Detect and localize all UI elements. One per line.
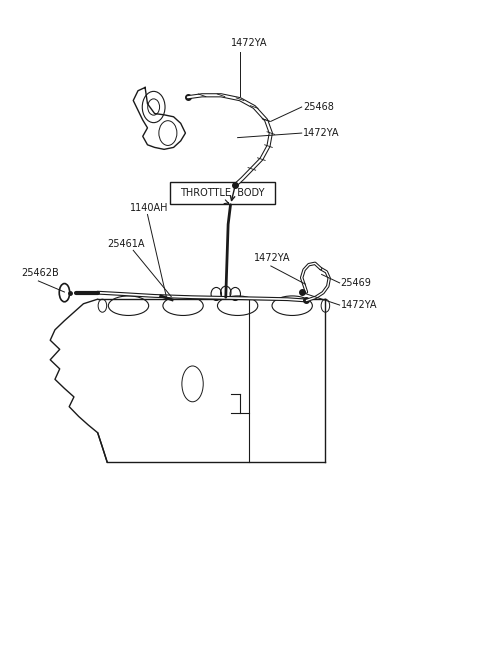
- Text: 25462B: 25462B: [21, 267, 59, 278]
- Text: THROTTLE  BODY: THROTTLE BODY: [180, 188, 264, 198]
- Text: 25468: 25468: [303, 102, 334, 112]
- Text: 1140AH: 1140AH: [130, 202, 168, 213]
- Text: 1472YA: 1472YA: [341, 300, 377, 310]
- Text: 1472YA: 1472YA: [254, 254, 291, 263]
- Text: 25469: 25469: [341, 278, 372, 288]
- Text: 1472YA: 1472YA: [303, 128, 340, 138]
- Text: 1472YA: 1472YA: [230, 38, 267, 49]
- Text: 25461A: 25461A: [107, 239, 144, 249]
